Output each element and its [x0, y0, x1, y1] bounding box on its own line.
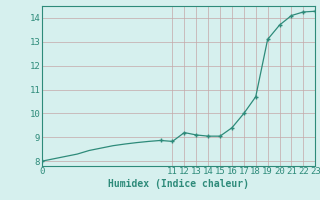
X-axis label: Humidex (Indice chaleur): Humidex (Indice chaleur) [108, 179, 249, 189]
